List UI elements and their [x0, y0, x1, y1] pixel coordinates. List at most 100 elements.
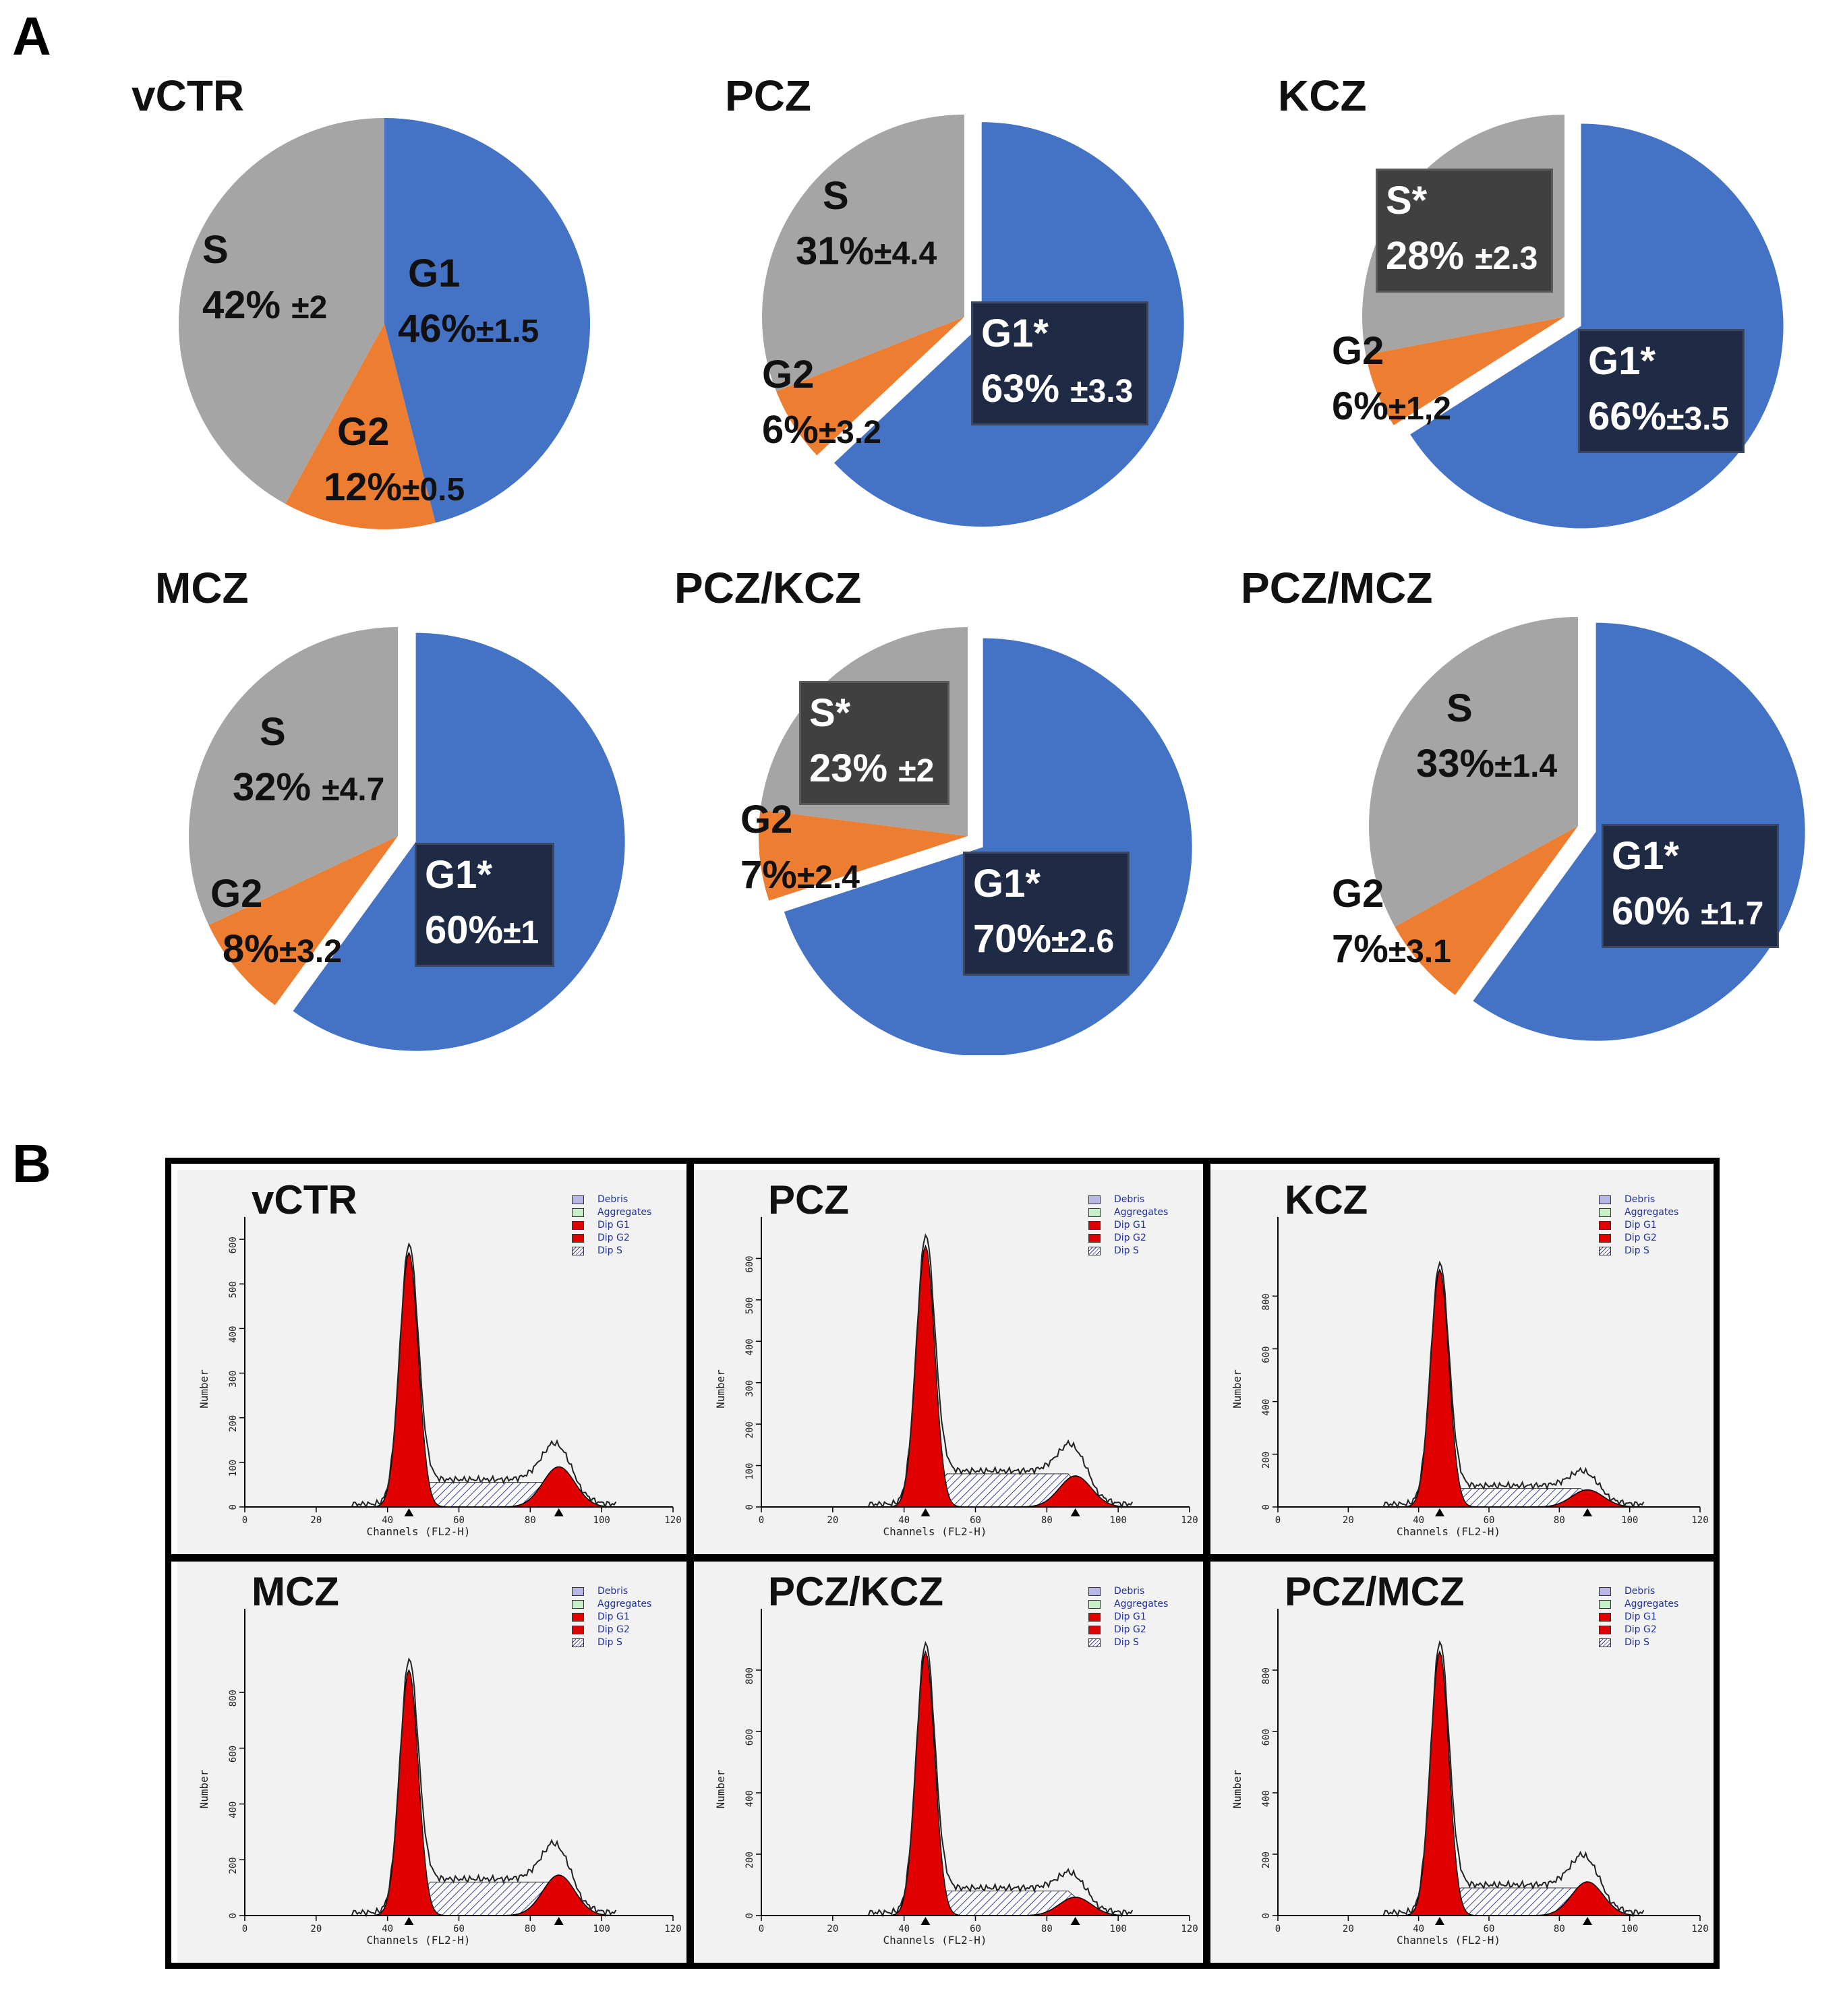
legend-item: Debris: [1088, 1193, 1168, 1206]
legend-item: Debris: [572, 1585, 651, 1598]
x-axis-label: Channels (FL2-H): [366, 1525, 470, 1538]
legend-swatch: [572, 1208, 584, 1217]
histogram-trace: [351, 1657, 617, 1918]
slice-label-g1-vctr: G1 46%±1.5: [398, 251, 539, 351]
pie-slice-s: [178, 118, 384, 504]
x-tick-label: 100: [1621, 1515, 1638, 1526]
histogram-kcz: 0 20 40 60 80 100 120 0 200 400 600 800 Channels (FL…: [1210, 1170, 1714, 1554]
y-axis-label: Number: [1231, 1369, 1244, 1409]
legend-label: Aggregates: [1625, 1599, 1679, 1609]
legend-item: Aggregates: [572, 1598, 651, 1611]
x-tick-label: 0: [242, 1924, 247, 1934]
histogram-title: vCTR: [252, 1177, 357, 1222]
x-tick-label: 20: [310, 1924, 322, 1934]
pie-title-kcz: KCZ: [1278, 71, 1367, 120]
legend-item: Dip G1: [1599, 1611, 1678, 1624]
y-tick-label: 100: [744, 1463, 755, 1480]
panel-label-b: B: [12, 1133, 51, 1193]
legend-item: Dip S: [572, 1245, 651, 1257]
legend-label: Dip G1: [1625, 1220, 1657, 1231]
x-tick-label: 20: [310, 1515, 322, 1526]
legend-swatch: [572, 1613, 584, 1622]
peak-marker-g2: [1583, 1508, 1593, 1516]
legend-item: Dip G2: [1088, 1624, 1168, 1636]
x-tick-label: 0: [242, 1515, 247, 1526]
legend-item: Dip S: [1599, 1245, 1678, 1257]
slice-label-g2-pcz-kcz: G2 7%±2.4: [740, 798, 860, 897]
pie-title-vctr: vCTR: [131, 71, 245, 120]
histogram-title: PCZ/KCZ: [768, 1569, 943, 1614]
peak-marker-g1: [1434, 1917, 1444, 1925]
legend-label: Dip G1: [1114, 1611, 1146, 1622]
y-axis-label: Number: [1231, 1769, 1244, 1808]
peak-marker-g2: [554, 1917, 564, 1925]
histogram-plot: 0 20 40 60 80 100 120 0 200 400 600 800 Channels (FL…: [1231, 1609, 1709, 1947]
y-tick-label: 800: [744, 1667, 755, 1684]
x-tick-label: 80: [1041, 1515, 1053, 1526]
y-tick-label: 500: [228, 1281, 239, 1298]
y-axis-label: Number: [714, 1369, 727, 1409]
legend-item: Dip G2: [1599, 1232, 1678, 1245]
histogram-trace: [867, 1233, 1134, 1509]
x-tick-label: 0: [1275, 1515, 1281, 1526]
histogram-legend: Debris Aggregates Dip G1 Dip G2 Dip S: [1599, 1585, 1678, 1649]
y-tick-label: 0: [228, 1504, 239, 1510]
histogram-legend: Debris Aggregates Dip G1 Dip G2 Dip S: [572, 1585, 651, 1649]
y-tick-label: 800: [1261, 1667, 1272, 1684]
peak-marker-g2: [1070, 1917, 1080, 1925]
x-tick-label: 80: [1554, 1515, 1565, 1526]
y-tick-label: 600: [1261, 1729, 1272, 1746]
histogram-title: MCZ: [252, 1569, 339, 1614]
pie-slice-s: [762, 115, 964, 392]
x-tick-label: 120: [1181, 1924, 1198, 1934]
slice-label-s-pcz-mcz: S 33%±1.4: [1416, 686, 1558, 785]
pie-title-pcz-kcz: PCZ/KCZ: [674, 564, 862, 612]
legend-swatch: [572, 1247, 584, 1255]
pie-slice-g1: [384, 118, 590, 523]
y-axis-label: Number: [714, 1769, 727, 1808]
histogram-plot: 0 20 40 60 80 100 120 0 200 400 600 800 Channels (FL…: [714, 1609, 1198, 1947]
x-tick-label: 40: [382, 1515, 393, 1526]
legend-label: Aggregates: [597, 1599, 652, 1609]
y-tick-label: 300: [744, 1380, 755, 1397]
slice-label-s-pcz: S 31%±4.4: [796, 174, 937, 273]
histogram-plot: 0 20 40 60 80 100 120 0 100 200 300 400 500 600 Channe…: [198, 1217, 682, 1538]
x-tick-label: 120: [1691, 1924, 1708, 1934]
legend-swatch: [572, 1638, 584, 1647]
x-tick-label: 40: [1413, 1515, 1424, 1526]
legend-swatch: [1088, 1208, 1101, 1217]
y-tick-label: 0: [1261, 1504, 1272, 1510]
slice-label-s-mcz: S 32% ±4.7: [233, 710, 385, 809]
legend-swatch: [1599, 1587, 1611, 1596]
pie-slice-g2: [285, 324, 436, 529]
histogram-legend: Debris Aggregates Dip G1 Dip G2 Dip S: [1088, 1585, 1168, 1649]
x-tick-label: 100: [1110, 1924, 1127, 1934]
peak-marker-g1: [920, 1508, 931, 1516]
dip-g1-peak: [1383, 1268, 1644, 1508]
y-axis-label: Number: [198, 1769, 210, 1808]
legend-item: Dip G1: [572, 1611, 651, 1624]
legend-swatch: [1088, 1195, 1101, 1204]
x-tick-label: 60: [453, 1515, 465, 1526]
x-tick-label: 100: [593, 1515, 610, 1526]
x-tick-label: 80: [1554, 1924, 1565, 1934]
legend-item: Dip G1: [1088, 1219, 1168, 1232]
histogram-title: PCZ/MCZ: [1285, 1569, 1465, 1614]
x-tick-label: 100: [1110, 1515, 1127, 1526]
dip-g1-peak: [1383, 1650, 1644, 1916]
y-tick-label: 600: [228, 1746, 239, 1762]
x-tick-label: 80: [525, 1515, 536, 1526]
legend-label: Debris: [597, 1586, 628, 1597]
legend-label: Dip G1: [597, 1220, 630, 1231]
legend-swatch: [1088, 1613, 1101, 1622]
legend-label: Aggregates: [597, 1207, 652, 1218]
legend-swatch: [1599, 1626, 1611, 1634]
legend-label: Dip G2: [1625, 1624, 1657, 1635]
legend-swatch: [1599, 1208, 1611, 1217]
legend-label: Dip G2: [597, 1233, 630, 1243]
histogram-plot: 0 20 40 60 80 100 120 0 100 200 300 400 500 600 Channe…: [714, 1217, 1198, 1538]
legend-swatch: [1088, 1587, 1101, 1596]
legend-item: Debris: [572, 1193, 651, 1206]
pie-title-pcz: PCZ: [725, 71, 811, 120]
legend-item: Debris: [1088, 1585, 1168, 1598]
